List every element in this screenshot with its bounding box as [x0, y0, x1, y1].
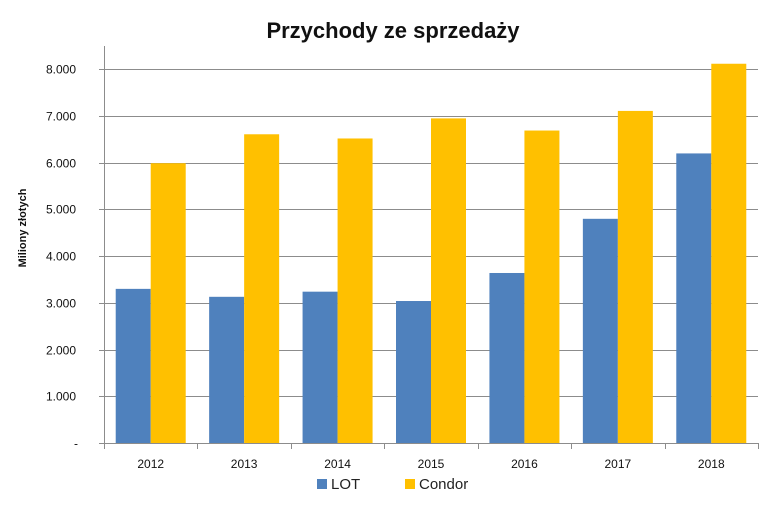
x-tick-label: 2016: [511, 457, 538, 471]
y-tick-label: 2.000: [46, 344, 76, 358]
x-tick-label: 2015: [418, 457, 445, 471]
bar-lot-2016: [489, 272, 525, 443]
x-tick-label: 2013: [231, 457, 258, 471]
y-tick-label: 6.000: [46, 157, 76, 171]
bar-condor-2018: [711, 63, 747, 444]
x-tick-label: 2014: [324, 457, 351, 471]
bar-lot-2014: [302, 291, 338, 443]
y-tick-label: -: [74, 437, 78, 451]
bar-lot-2018: [676, 153, 712, 443]
y-tick-label: 8.000: [46, 63, 76, 77]
x-tick-label: 2018: [698, 457, 725, 471]
y-axis-label: Miliony złotych: [17, 188, 29, 267]
axes: - 1.000 2.000 3.000 4.000 5.000 6.000 7.000 8.00…: [46, 46, 759, 471]
y-tick-label: 7.000: [46, 110, 76, 124]
bar-lot-2015: [396, 301, 431, 443]
legend-swatch-condor: [405, 479, 415, 489]
bars: [115, 63, 747, 444]
bar-condor-2015: [431, 118, 466, 444]
chart-title: Przychody ze sprzedaży: [266, 18, 520, 43]
y-tick-label: 4.000: [46, 250, 76, 264]
legend-label-condor: Condor: [419, 476, 468, 493]
bar-lot-2012: [115, 288, 151, 443]
bar-condor-2017: [617, 110, 653, 443]
y-tick-label: 3.000: [46, 297, 76, 311]
x-tick-label: 2017: [605, 457, 632, 471]
bar-condor-2012: [150, 163, 186, 444]
legend-swatch-lot: [317, 479, 327, 489]
bar-condor-2013: [244, 134, 280, 444]
legend: LOT Condor: [317, 476, 468, 493]
bar-lot-2013: [209, 296, 245, 443]
y-tick-label: 5.000: [46, 203, 76, 217]
bar-lot-2017: [582, 218, 618, 443]
bar-condor-2014: [337, 138, 373, 443]
x-tick-label: 2012: [137, 457, 164, 471]
bar-condor-2016: [524, 130, 560, 443]
y-tick-label: 1.000: [46, 390, 76, 404]
legend-label-lot: LOT: [331, 476, 360, 493]
